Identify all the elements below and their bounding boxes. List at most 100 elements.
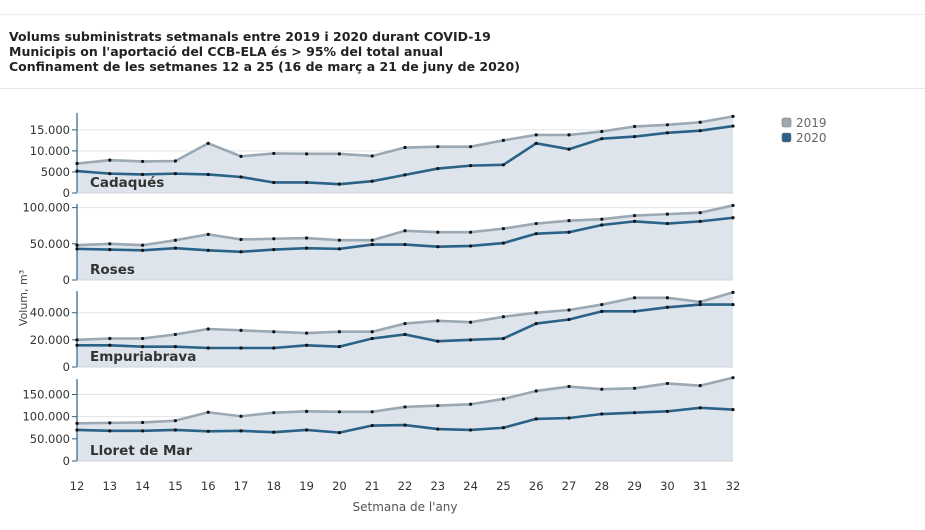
data-point-2020 [534, 417, 538, 421]
data-point-2019 [75, 421, 79, 425]
y-tick-label: 10.000 [30, 144, 70, 158]
data-point-2019 [370, 154, 374, 158]
header-line-3: Confinament de les setmanes 12 a 25 (16 … [9, 59, 520, 74]
data-point-2020 [206, 346, 210, 350]
data-point-2019 [370, 238, 374, 242]
y-tick-label: 100.000 [22, 201, 70, 215]
data-point-2019 [370, 410, 374, 414]
data-point-2020 [567, 230, 571, 234]
data-point-2020 [272, 180, 276, 185]
data-point-2019 [173, 419, 177, 423]
x-tick-label: 25 [496, 479, 511, 493]
data-point-2019 [305, 236, 309, 240]
data-point-2020 [305, 246, 309, 250]
data-point-2020 [108, 172, 112, 176]
data-point-2019 [305, 409, 309, 413]
data-point-2019 [141, 420, 145, 425]
data-point-2020 [305, 428, 309, 432]
data-point-2020 [370, 423, 374, 428]
data-point-2019 [534, 221, 538, 226]
data-point-2019 [337, 410, 341, 414]
data-point-2020 [75, 428, 79, 432]
data-point-2020 [534, 232, 538, 236]
x-tick-label: 20 [332, 479, 347, 493]
data-point-2020 [141, 345, 145, 349]
x-tick-label: 19 [299, 479, 314, 493]
data-point-2019 [698, 384, 702, 388]
y-tick-label: 0 [63, 360, 70, 374]
data-point-2020 [206, 429, 210, 433]
data-point-2019 [206, 410, 210, 414]
data-point-2019 [534, 311, 538, 315]
data-point-2020 [239, 175, 243, 179]
legend-swatch-2020 [781, 132, 792, 143]
data-point-2019 [731, 290, 735, 294]
data-point-2019 [403, 405, 407, 409]
data-point-2019 [272, 411, 276, 415]
panel-label: Cadaqués [90, 175, 164, 191]
y-tick-label: 50.000 [30, 237, 70, 251]
data-point-2020 [108, 248, 112, 252]
area-fill [77, 205, 733, 280]
data-point-2019 [665, 381, 670, 386]
data-point-2020 [567, 147, 571, 151]
header-line-2: Municipis on l'aportació del CCB-ELA és … [9, 44, 444, 59]
data-point-2020 [305, 180, 309, 185]
data-point-2020 [108, 343, 112, 347]
data-point-2019 [501, 227, 505, 231]
data-point-2020 [698, 406, 702, 410]
x-tick-label: 26 [529, 479, 544, 493]
data-point-2019 [633, 124, 637, 129]
x-tick-label: 14 [135, 479, 150, 493]
data-point-2019 [633, 386, 637, 390]
data-point-2020 [469, 164, 473, 168]
data-point-2019 [469, 320, 473, 324]
data-point-2019 [403, 229, 407, 233]
chart-header: Volums subministrats setmanals entre 201… [9, 29, 520, 74]
x-tick-label: 16 [201, 479, 216, 493]
data-point-2020 [239, 250, 243, 254]
data-point-2020 [370, 242, 374, 247]
data-point-2020 [731, 302, 735, 307]
x-tick-label: 29 [627, 479, 642, 493]
data-point-2019 [141, 243, 145, 247]
data-point-2020 [600, 309, 604, 313]
data-point-2019 [469, 145, 473, 149]
x-axis: 12 13 14 15 16 17 18 19 20 21 22 23 24 25 26 27 28 29 30 31… [70, 479, 741, 493]
data-point-2019 [75, 338, 79, 342]
data-point-2019 [206, 327, 210, 331]
data-point-2019 [239, 328, 243, 332]
data-point-2020 [173, 246, 177, 250]
y-tick-label: 15.000 [30, 123, 70, 137]
y-tick-label: 20.000 [30, 333, 70, 347]
y-tick-label: 0 [63, 186, 70, 200]
data-point-2020 [141, 429, 145, 433]
data-point-2019 [337, 238, 341, 242]
panel-label: Roses [90, 262, 135, 278]
data-point-2019 [370, 330, 374, 334]
data-point-2020 [436, 339, 440, 343]
data-point-2020 [600, 412, 604, 416]
data-point-2020 [436, 245, 440, 249]
data-point-2020 [698, 129, 702, 133]
y-tick-label: 0 [63, 454, 70, 468]
data-point-2019 [501, 315, 505, 319]
x-tick-label: 31 [693, 479, 708, 493]
data-point-2019 [305, 331, 309, 335]
data-point-2020 [501, 336, 505, 341]
data-point-2020 [173, 172, 177, 176]
data-point-2019 [305, 152, 309, 156]
data-point-2020 [600, 137, 604, 141]
x-tick-label: 23 [430, 479, 445, 493]
data-point-2019 [272, 330, 276, 334]
data-point-2020 [534, 321, 538, 326]
data-point-2019 [239, 154, 243, 158]
data-point-2019 [534, 133, 538, 137]
data-point-2020 [501, 241, 505, 245]
data-point-2020 [665, 221, 670, 226]
data-point-2019 [633, 213, 637, 218]
top-divider [0, 14, 925, 15]
data-point-2019 [436, 319, 440, 323]
data-point-2020 [698, 302, 702, 307]
data-point-2019 [665, 296, 670, 300]
